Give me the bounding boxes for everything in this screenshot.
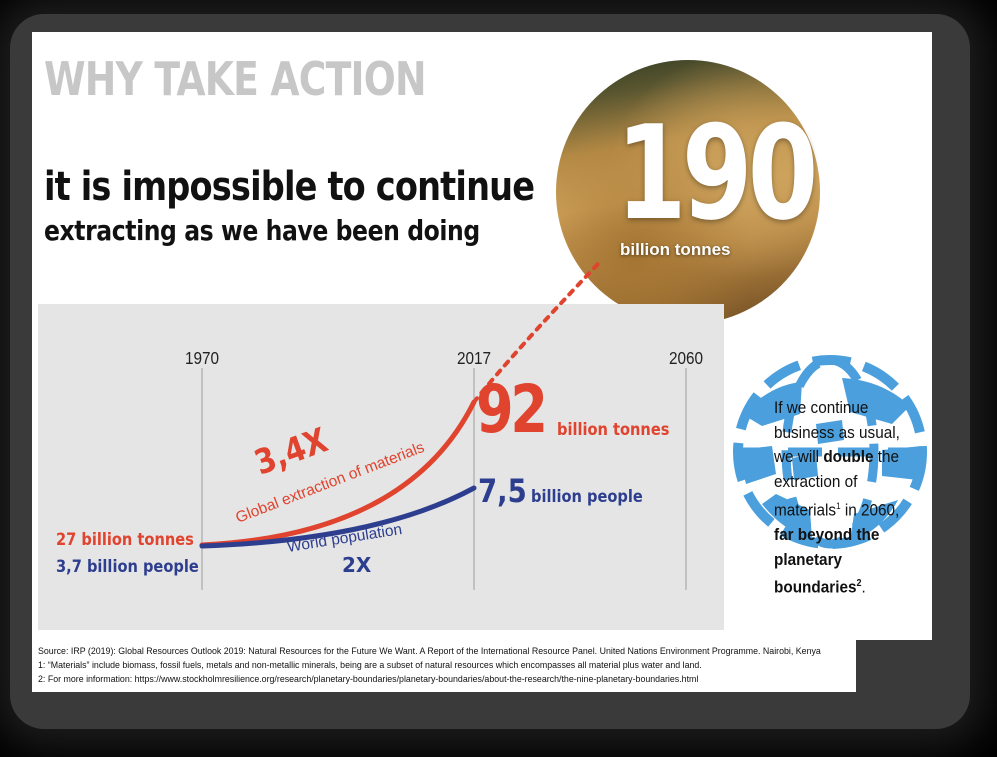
mining-site-photo bbox=[556, 60, 820, 324]
population-series-label: World population bbox=[286, 521, 403, 556]
year-tick-label: 1970 bbox=[185, 348, 219, 368]
materials-extraction-line bbox=[199, 399, 477, 548]
headline: it is impossible to continue bbox=[44, 164, 535, 210]
materials-end-value: 92 bbox=[476, 372, 545, 449]
planetary-boundaries-footnote: 2: For more information: https://www.sto… bbox=[38, 674, 699, 685]
materials-end-unit: billion tonnes bbox=[557, 419, 669, 439]
note-bold-double: double bbox=[823, 447, 874, 466]
business-as-usual-note: If we continue business as usual, we wil… bbox=[774, 396, 909, 600]
population-multiplier: 2X bbox=[342, 553, 372, 577]
population-start-label: 3,7 billion people bbox=[56, 556, 199, 576]
projection-unit: billion tonnes bbox=[620, 240, 731, 259]
note-text-3: in 2060, bbox=[840, 500, 900, 520]
globe-icon bbox=[733, 355, 927, 549]
chart-background bbox=[38, 304, 724, 630]
footnotes: Source: IRP (2019): Global Resources Out… bbox=[32, 640, 856, 692]
growth-chart: 1970 2017 2060 27 billion tonnes 3,7 billio… bbox=[56, 262, 703, 590]
materials-footnote: 1: “Materials” include biomass, fossil f… bbox=[38, 660, 702, 671]
materials-start-label: 27 billion tonnes bbox=[56, 529, 194, 549]
population-end-value: 7,5 bbox=[478, 473, 527, 511]
source-footnote: Source: IRP (2019): Global Resources Out… bbox=[38, 646, 821, 657]
materials-projection-line bbox=[472, 262, 600, 404]
year-tick-label: 2060 bbox=[669, 348, 703, 368]
materials-multiplier: 3,4X bbox=[250, 421, 333, 483]
section-title: WHY TAKE ACTION bbox=[44, 52, 427, 106]
note-bold-boundaries: far beyond the planetary boundaries bbox=[774, 525, 880, 597]
infographic-slide: WHY TAKE ACTION it is impossible to cont… bbox=[32, 32, 932, 640]
note-text-2: the extraction of materials bbox=[774, 447, 899, 520]
note-text-1: If we continue business as usual, we wil… bbox=[774, 398, 900, 466]
world-population-line bbox=[199, 485, 477, 549]
year-tick-label: 2017 bbox=[457, 348, 491, 368]
note-text-4: . bbox=[861, 577, 866, 597]
subheadline: extracting as we have been doing bbox=[44, 214, 480, 247]
population-end-unit: billion people bbox=[531, 486, 643, 506]
projection-value: 190 bbox=[616, 97, 818, 249]
note-footnote-ref-2: 2 bbox=[856, 578, 862, 590]
note-footnote-ref-1: 1 bbox=[836, 501, 841, 511]
